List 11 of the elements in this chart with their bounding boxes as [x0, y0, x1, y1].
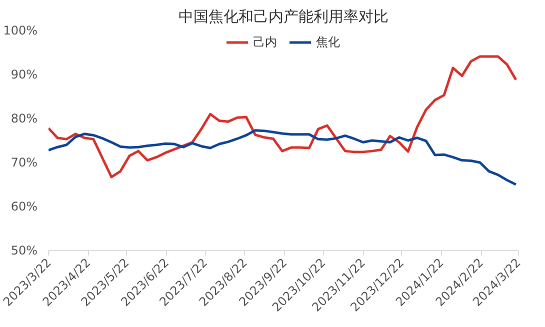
- y-tick-label: 70%: [10, 156, 38, 170]
- y-tick-label: 50%: [10, 244, 38, 258]
- y-tick-label: 90%: [10, 68, 38, 82]
- y-tick-label: 100%: [3, 24, 38, 38]
- legend-label: 己内: [253, 34, 277, 50]
- legend-label: 焦化: [316, 34, 340, 50]
- chart-title: 中国焦化和己内产能利用率对比: [178, 8, 388, 26]
- y-tick-label: 80%: [10, 112, 38, 126]
- line-series: [48, 129, 518, 186]
- line-series: [48, 55, 518, 178]
- y-tick-label: 60%: [10, 200, 38, 214]
